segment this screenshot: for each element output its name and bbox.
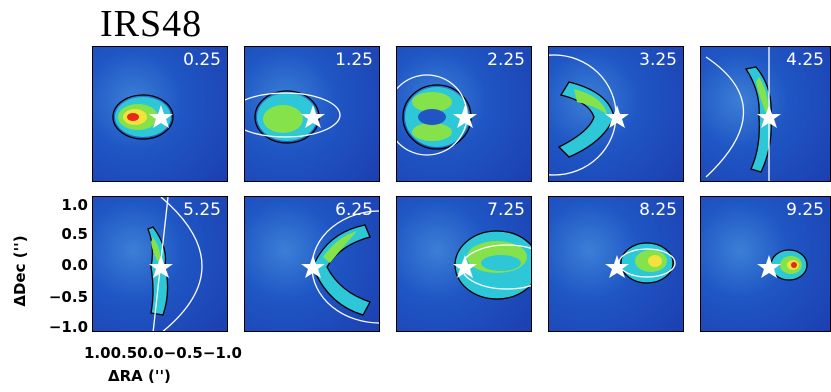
panel-2: 2.25 [396,46,532,182]
panel-velocity: 4.25 [786,50,824,70]
emission-map [605,242,676,284]
y-tick-label: 1.0 [61,196,88,214]
y-tick-label: 0.5 [61,225,88,243]
panel-5: 5.25 [92,196,228,332]
panel-6: 6.25 [244,196,380,332]
star-icon [605,105,629,128]
emission-map [397,74,477,156]
emission-map [453,230,531,300]
panel-velocity: 2.25 [487,50,525,70]
emission-map [757,249,808,281]
panel-0: 0.25 [92,46,228,182]
panel-1: 1.25 [244,46,380,182]
emission-map [147,197,203,331]
panel-velocity: 9.25 [786,200,824,220]
emission-map [301,210,379,324]
x-tick-labels: 1.00.50.0−0.5−1.0 [84,344,242,362]
y-tick-label: −1.0 [48,318,88,336]
panel-velocity: 8.25 [639,200,677,220]
y-tick-label: −0.5 [48,288,88,306]
star-icon [453,105,477,128]
star-icon [149,255,173,278]
panel-velocity: 7.25 [487,200,525,220]
star-icon [301,105,325,128]
star-icon [605,255,629,278]
panel-7: 7.25 [396,196,532,332]
panel-velocity: 1.25 [335,50,373,70]
emission-map [549,54,629,176]
panel-4: 4.25 [700,46,831,182]
panel-3: 3.25 [548,46,684,182]
y-tick-label: 0.0 [61,256,88,274]
star-icon [149,105,173,128]
panel-8: 8.25 [548,196,684,332]
panel-velocity: 0.25 [183,50,221,70]
x-axis-label: ΔRA ('') [108,367,171,385]
emission-map [705,47,781,181]
panel-9: 9.25 [700,196,831,332]
figure-title: IRS48 [100,3,203,45]
panel-velocity: 5.25 [183,200,221,220]
emission-map [245,90,341,144]
panel-velocity: 3.25 [639,50,677,70]
emission-map [112,94,174,140]
star-icon [301,255,325,278]
star-icon [453,255,477,278]
star-icon [757,255,781,278]
star-icon [757,105,781,128]
panel-velocity: 6.25 [335,200,373,220]
